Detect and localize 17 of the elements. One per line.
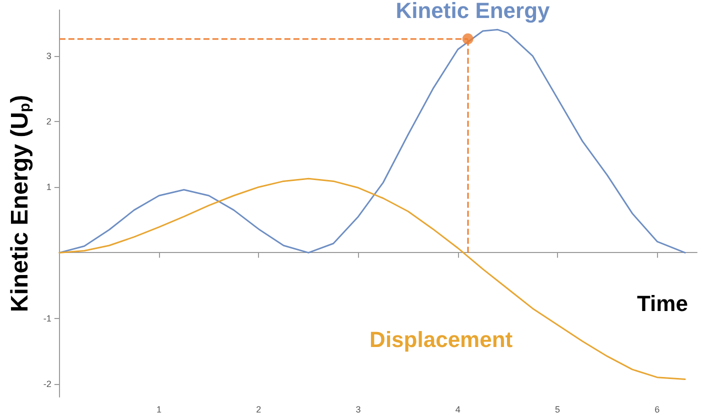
- x-tick-label: 1: [156, 404, 162, 414]
- x-axis-title: Time: [637, 291, 688, 316]
- y-tick-label: 3: [46, 50, 52, 61]
- series-label: Kinetic Energy: [396, 0, 551, 24]
- line-series: [58, 178, 686, 380]
- x-tick-label: 4: [455, 404, 460, 414]
- y-tick-label: -1: [43, 313, 52, 324]
- x-tick-label: 3: [356, 404, 361, 414]
- x-tick-label: 5: [555, 404, 560, 414]
- y-tick-label: 2: [46, 116, 52, 127]
- series-label: Displacement: [370, 326, 514, 352]
- y-axis-title: Kinetic Energy (Up): [6, 94, 34, 312]
- x-tick-label: 2: [256, 404, 262, 414]
- y-tick-label: 1: [46, 182, 52, 192]
- line-series: [58, 28, 686, 254]
- x-tick-label: 6: [654, 404, 660, 414]
- y-tick-label: -2: [43, 378, 52, 389]
